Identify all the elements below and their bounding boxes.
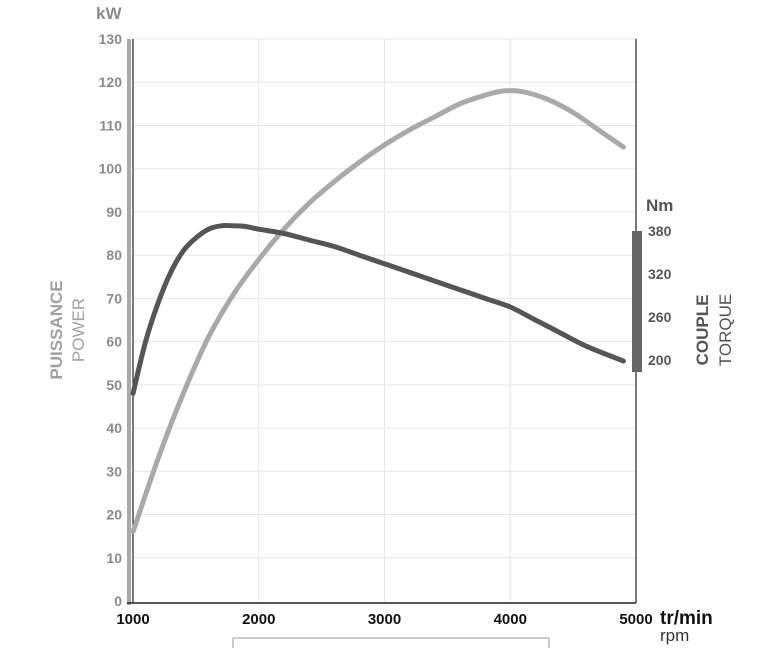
x-axis-unit-en: rpm (660, 626, 689, 645)
left-tick-label: 70 (106, 290, 122, 306)
x-axis-unit: tr/min (660, 608, 713, 629)
left-tick-label: 50 (106, 377, 122, 393)
right-axis-label-en: TORQUE (716, 294, 735, 366)
right-tick-label: 320 (648, 266, 672, 282)
x-tick-label: 1000 (116, 611, 149, 628)
torque-curve (130, 222, 626, 396)
left-axis-label: PUISSANCE (47, 280, 66, 379)
right-axis-label: COUPLE (693, 295, 712, 366)
series-lines (130, 88, 626, 535)
left-tick-label: 30 (106, 463, 122, 479)
left-tick-label: 110 (99, 117, 122, 133)
left-tick-label: 40 (106, 420, 122, 436)
x-tick-label: 3000 (368, 611, 401, 628)
power-curve (130, 88, 626, 535)
axes (127, 39, 642, 605)
left-tick-label: 80 (106, 247, 122, 263)
left-axis-label-en: POWER (69, 298, 88, 362)
x-tick-label: 4000 (494, 611, 527, 628)
right-tick-label: 200 (648, 352, 672, 368)
x-tick-label: 5000 (619, 611, 652, 628)
tick-labels: 0 10 20 30 40 50 60 70 80 90 100 110 120 130 1000 2000 3… (99, 31, 672, 628)
right-axis-unit: Nm (646, 196, 673, 215)
left-axis-unit: kW (96, 4, 122, 23)
left-tick-label: 90 (106, 204, 122, 220)
legend-box (232, 637, 550, 648)
right-tick-label: 260 (648, 309, 672, 325)
left-tick-label: 130 (99, 31, 123, 47)
left-axis-bar (127, 39, 131, 605)
right-tick-label: 380 (648, 223, 672, 239)
left-tick-label: 0 (114, 593, 122, 609)
left-tick-label: 100 (99, 161, 123, 177)
grid (133, 38, 636, 601)
left-tick-label: 10 (106, 550, 122, 566)
left-tick-label: 120 (99, 74, 123, 90)
left-tick-label: 20 (106, 507, 122, 523)
x-tick-label: 2000 (242, 611, 275, 628)
right-axis-bar (632, 231, 642, 372)
left-tick-label: 60 (106, 334, 122, 350)
